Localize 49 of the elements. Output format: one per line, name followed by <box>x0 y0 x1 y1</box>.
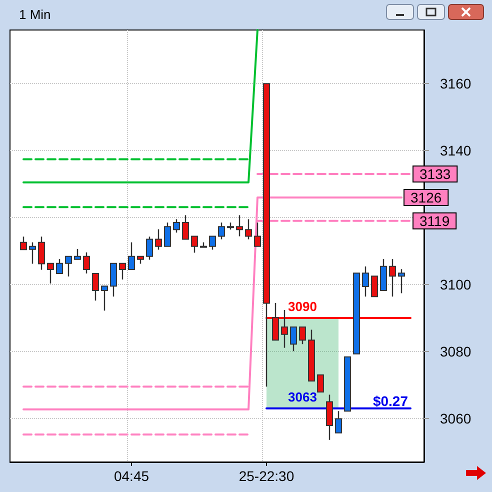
candlestick <box>245 218 252 240</box>
candlestick <box>362 266 369 298</box>
y-tick-label: 3100 <box>440 276 472 293</box>
data-label: 3133 <box>420 166 451 182</box>
data-label: 3119 <box>420 212 450 229</box>
y-tick-label: 3140 <box>440 142 472 159</box>
data-label: 3126 <box>410 189 442 206</box>
candlestick <box>398 268 405 294</box>
data-label: 3090 <box>288 299 317 314</box>
candlestick <box>371 276 378 298</box>
candlestick <box>299 326 306 345</box>
candlestick <box>173 218 180 234</box>
candlestick <box>317 374 324 393</box>
y-tick-label: 3060 <box>440 410 472 426</box>
candlestick <box>92 272 99 302</box>
candlestick <box>74 248 81 260</box>
candlestick <box>101 286 108 312</box>
candlestick <box>272 302 279 341</box>
candlestick <box>182 214 189 240</box>
candlestick <box>119 262 126 280</box>
candlestick <box>290 326 297 352</box>
candlestick <box>38 236 45 270</box>
candlestick <box>191 236 198 254</box>
candlestick <box>389 258 396 298</box>
candlestick <box>128 242 135 270</box>
candlestick <box>29 242 36 264</box>
candlestick <box>65 256 72 278</box>
candlestick <box>164 222 171 247</box>
candlestick <box>335 410 342 434</box>
candlestick <box>83 252 90 274</box>
candlestick <box>218 222 225 240</box>
candlestick <box>254 222 261 247</box>
chart-title: 1 Min <box>19 7 51 22</box>
annotation: $0.27 <box>372 393 408 409</box>
candlestick <box>20 236 27 250</box>
candlestick <box>110 262 117 298</box>
candlestick <box>209 236 216 250</box>
candlestick <box>236 214 243 237</box>
candlestick <box>155 228 162 250</box>
candlestick <box>56 258 63 274</box>
data-label: 3063 <box>288 389 317 404</box>
x-tick-label: 04:45 <box>114 468 150 484</box>
candlestick <box>281 309 288 348</box>
y-tick-label: 3080 <box>440 343 472 360</box>
candlestick <box>47 262 54 284</box>
candlestick <box>146 236 153 260</box>
x-tick-label: 25-22:30 <box>238 468 294 484</box>
y-tick-label: 3160 <box>440 76 472 92</box>
candlestick <box>326 394 333 440</box>
